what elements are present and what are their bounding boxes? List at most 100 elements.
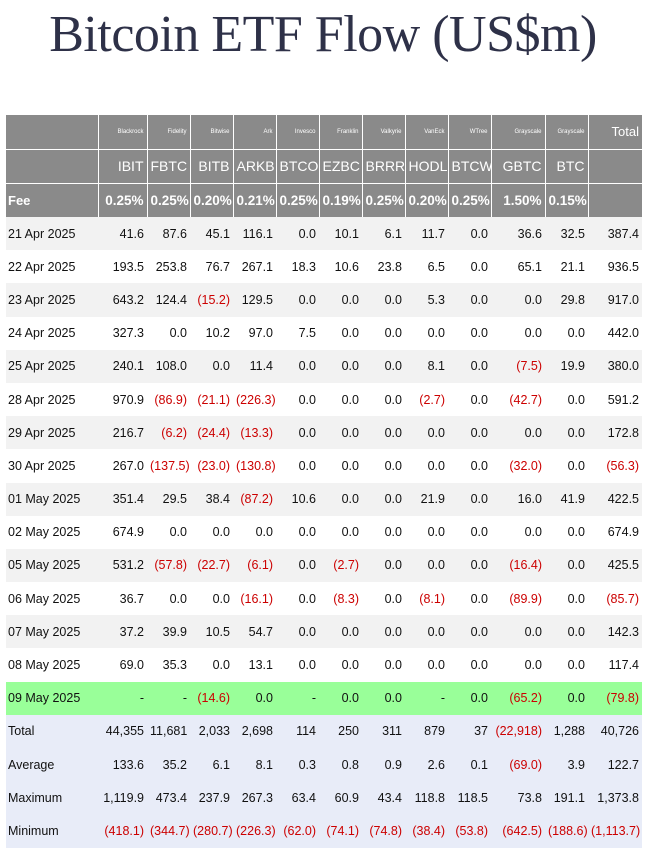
flow-cell: 0.0 bbox=[319, 449, 362, 483]
flow-cell: 0.0 bbox=[448, 582, 491, 616]
ticker-cell: BTCW bbox=[447, 148, 491, 183]
flow-cell: 41.9 bbox=[545, 482, 588, 516]
summary-cell: 473.4 bbox=[147, 781, 190, 815]
flow-cell: 6.5 bbox=[405, 250, 448, 284]
table-row: 09 May 2025- - (14.6) 0.0-0.0 0.0-0.0 (65.2) 0… bbox=[6, 681, 642, 715]
row-total-cell: 442.0 bbox=[588, 316, 642, 350]
issuer-cell: Franklin bbox=[318, 115, 362, 149]
flow-cell: 29.8 bbox=[545, 283, 588, 317]
flow-cell: 0.0 bbox=[233, 681, 276, 715]
flow-cell: 0.0 bbox=[448, 217, 491, 251]
issuer-cell: Ark bbox=[232, 115, 276, 149]
summary-cell: 0.8 bbox=[319, 748, 362, 782]
page-title: Bitcoin ETF Flow (US$m) bbox=[49, 6, 597, 63]
row-total-cell: 917.0 bbox=[588, 283, 642, 317]
row-total-cell: 380.0 bbox=[588, 349, 642, 383]
summary-label: Minimum bbox=[6, 814, 98, 848]
flow-cell: 193.5 bbox=[98, 250, 147, 284]
summary-cell: 1,288 bbox=[545, 714, 588, 748]
row-total-cell: (85.7) bbox=[588, 582, 642, 616]
summary-cell: (38.4) bbox=[405, 814, 448, 848]
flow-cell: (2.7) bbox=[319, 548, 362, 583]
flow-cell: (57.8) bbox=[147, 548, 190, 583]
flow-cell: 0.0 bbox=[405, 416, 448, 450]
summary-cell: (188.6) bbox=[545, 814, 588, 848]
ticker-cell: IBIT bbox=[97, 148, 147, 183]
flow-cell: - bbox=[98, 681, 147, 715]
flow-cell: 0.0 bbox=[362, 515, 405, 549]
flow-cell: (8.1) bbox=[405, 582, 448, 616]
row-total-cell: 387.4 bbox=[588, 217, 642, 251]
summary-cell: 118.8 bbox=[405, 781, 448, 815]
flow-cell: 0.0 bbox=[276, 515, 319, 549]
flow-cell: 7.5 bbox=[276, 316, 319, 350]
flow-cell: 0.0 bbox=[276, 582, 319, 616]
flow-cell: 129.5 bbox=[233, 283, 276, 317]
summary-cell: 0.1 bbox=[448, 748, 491, 782]
flow-cell: 13.1 bbox=[233, 648, 276, 682]
header-corner bbox=[6, 115, 98, 149]
row-total-cell: 674.9 bbox=[588, 515, 642, 549]
flow-cell: 0.0 bbox=[319, 648, 362, 682]
flow-cell: 0.0 bbox=[319, 416, 362, 450]
flow-cell: 0.0 bbox=[448, 482, 491, 516]
summary-cell: (74.1) bbox=[319, 814, 362, 848]
table-row: 23 Apr 2025 643.2 124.4 (15.2) 129.5 0.0 0.0 0.… bbox=[6, 283, 642, 317]
flow-cell: 0.0 bbox=[276, 349, 319, 383]
summary-cell: 60.9 bbox=[319, 781, 362, 815]
flow-cell: 65.1 bbox=[491, 250, 545, 284]
summary-cell: (344.7) bbox=[147, 814, 190, 848]
flow-cell: 38.4 bbox=[190, 482, 233, 516]
issuer-cell: VanEck bbox=[404, 115, 448, 149]
flow-cell: 0.0 bbox=[448, 615, 491, 649]
summary-cell: 311 bbox=[362, 714, 405, 748]
flow-cell: 29.5 bbox=[147, 482, 190, 516]
flow-cell: (42.7) bbox=[491, 382, 545, 417]
flow-cell: 10.2 bbox=[190, 316, 233, 350]
issuer-cell: Invesco bbox=[275, 115, 319, 149]
flow-cell: 0.0 bbox=[362, 482, 405, 516]
fee-cell: 0.25% bbox=[97, 182, 147, 217]
flow-cell: 970.9 bbox=[98, 382, 147, 417]
flow-cell: 0.0 bbox=[276, 382, 319, 417]
flow-cell: (15.2) bbox=[190, 283, 233, 317]
flow-cell: 674.9 bbox=[98, 515, 147, 549]
flow-cell: 327.3 bbox=[98, 316, 147, 350]
etf-flow-table: Blackrock Fidelity Bitwise Ark Invesco F… bbox=[6, 115, 642, 848]
date-cell: 02 May 2025 bbox=[6, 515, 98, 549]
flow-cell: 16.0 bbox=[491, 482, 545, 516]
fee-cell: 0.20% bbox=[189, 182, 233, 217]
flow-cell: 0.0 bbox=[405, 449, 448, 483]
summary-label: Average bbox=[6, 748, 98, 782]
summary-cell: 3.9 bbox=[545, 748, 588, 782]
flow-cell: 0.0 bbox=[545, 548, 588, 583]
issuer-cell: Blackrock bbox=[97, 115, 147, 149]
fee-cell: 0.20% bbox=[404, 182, 448, 217]
flow-cell: 0.0 bbox=[545, 449, 588, 483]
flow-cell: 0.0 bbox=[276, 217, 319, 251]
summary-cell: 6.1 bbox=[190, 748, 233, 782]
fee-cell: 0.19% bbox=[318, 182, 362, 217]
flow-cell: 108.0 bbox=[147, 349, 190, 383]
flow-cell: 0.0 bbox=[405, 316, 448, 350]
summary-total-cell: 122.7 bbox=[588, 748, 642, 782]
flow-cell: (21.1) bbox=[190, 382, 233, 417]
fee-cell: 0.25% bbox=[447, 182, 491, 217]
flow-cell: 0.0 bbox=[405, 515, 448, 549]
flow-cell: 0.0 bbox=[276, 648, 319, 682]
flow-cell: 267.1 bbox=[233, 250, 276, 284]
flow-cell: 643.2 bbox=[98, 283, 147, 317]
flow-cell: 0.0 bbox=[147, 515, 190, 549]
flow-cell: 0.0 bbox=[448, 349, 491, 383]
row-total-cell: 936.5 bbox=[588, 250, 642, 284]
flow-cell: 0.0 bbox=[319, 515, 362, 549]
header-corner bbox=[6, 148, 98, 183]
summary-cell: 37 bbox=[448, 714, 491, 748]
ticker-cell: BRRR bbox=[361, 148, 405, 183]
flow-cell: 0.0 bbox=[491, 648, 545, 682]
flow-cell: (87.2) bbox=[233, 482, 276, 516]
flow-cell: 267.0 bbox=[98, 449, 147, 483]
date-cell: 05 May 2025 bbox=[6, 548, 98, 583]
flow-cell: 0.0 bbox=[233, 515, 276, 549]
total-header: Total bbox=[587, 115, 642, 149]
